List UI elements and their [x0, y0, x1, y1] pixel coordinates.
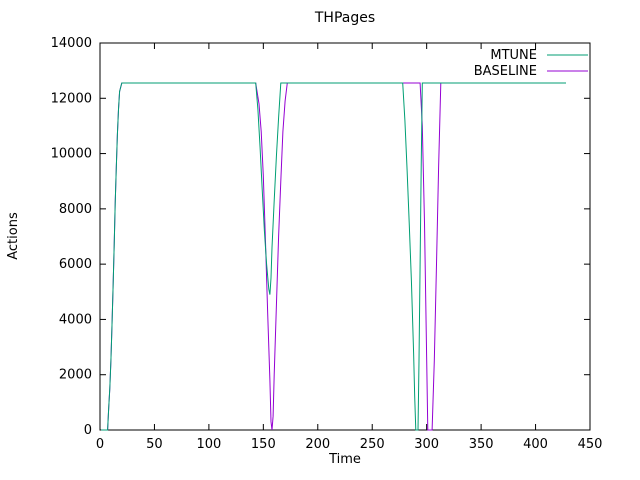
y-tick-label: 2000 [59, 368, 92, 383]
x-tick-label: 250 [360, 437, 385, 452]
x-tick-label: 350 [469, 437, 494, 452]
chart-title: THPages [314, 10, 375, 26]
x-axis-label: Time [328, 452, 361, 467]
x-tick-label: 300 [414, 437, 439, 452]
series-line-mtune [101, 82, 566, 431]
x-tick-label: 400 [523, 437, 548, 452]
x-tick-label: 200 [305, 437, 330, 452]
y-tick-label: 14000 [51, 36, 92, 51]
y-axis-label: Actions [6, 212, 21, 260]
y-tick-label: 4000 [59, 312, 92, 327]
x-tick-label: 100 [196, 437, 221, 452]
y-tick-label: 10000 [51, 147, 92, 162]
y-tick-label: 0 [84, 423, 92, 438]
y-tick-label: 6000 [59, 257, 92, 272]
plot-border [99, 42, 591, 431]
x-tick-label: 150 [251, 437, 276, 452]
x-tick-label: 450 [578, 437, 603, 452]
series-line-baseline [101, 82, 566, 431]
y-tick-label: 8000 [59, 202, 92, 217]
legend-label-baseline: BASELINE [474, 64, 537, 79]
y-tick-label: 12000 [51, 91, 92, 106]
x-tick-label: 50 [146, 437, 163, 452]
x-tick-label: 0 [96, 437, 104, 452]
legend-label-mtune: MTUNE [490, 48, 537, 63]
